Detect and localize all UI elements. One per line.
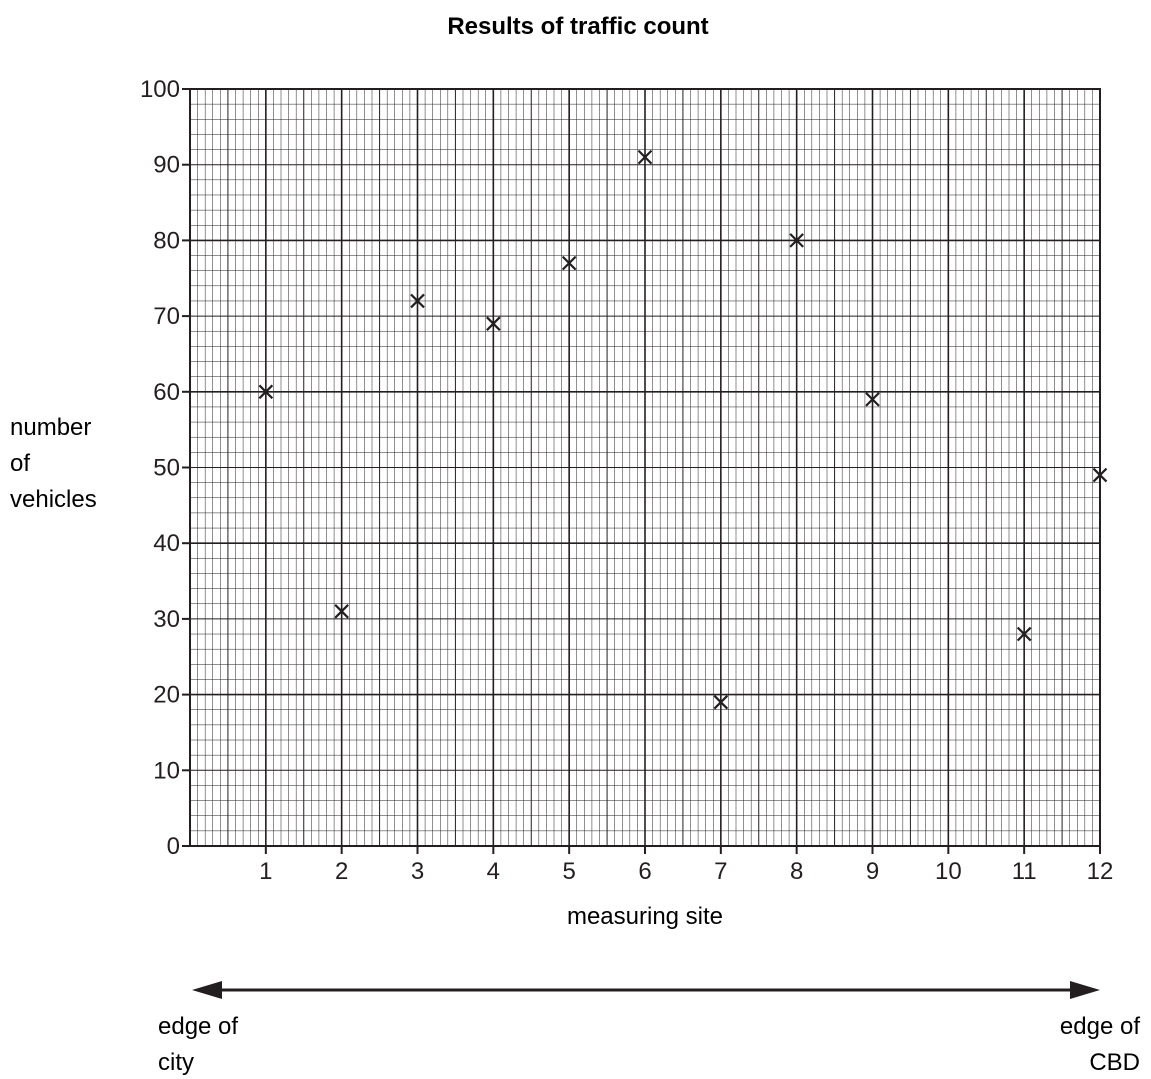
data-point bbox=[486, 316, 501, 331]
y-tick-label: 50 bbox=[153, 455, 180, 482]
marker-stroke bbox=[334, 604, 349, 619]
data-point bbox=[789, 233, 804, 248]
y-tick-label: 70 bbox=[153, 303, 180, 330]
marker-stroke bbox=[713, 694, 729, 710]
marker-stroke bbox=[410, 293, 425, 309]
marker-stroke bbox=[789, 233, 804, 248]
x-tick-label: 4 bbox=[487, 858, 500, 885]
y-tick-label: 10 bbox=[153, 757, 180, 784]
y-tick-label: 60 bbox=[153, 379, 180, 406]
data-point bbox=[258, 384, 274, 400]
x-tick-label: 8 bbox=[790, 858, 803, 885]
x-tick-label: 1 bbox=[259, 858, 272, 885]
arrow-right-label-line-1: edge of bbox=[1060, 1013, 1140, 1040]
x-tick-label: 11 bbox=[1012, 858, 1037, 885]
y-tick-label: 90 bbox=[153, 152, 180, 179]
marker-stroke bbox=[486, 316, 501, 331]
y-tick-label: 30 bbox=[153, 606, 180, 633]
plot-grid bbox=[189, 88, 1101, 847]
marker-stroke bbox=[1016, 626, 1032, 642]
y-axis-ticks: 0 10 20 30 40 50 60 70 80 90 100 bbox=[140, 76, 190, 860]
arrow-right-head bbox=[1070, 981, 1100, 999]
x-tick-label: 7 bbox=[714, 858, 727, 885]
data-point bbox=[334, 604, 349, 619]
x-tick-label: 5 bbox=[562, 858, 575, 885]
marker-stroke bbox=[637, 149, 653, 165]
arrow-right-label-line-2: CBD bbox=[1089, 1049, 1140, 1076]
data-point bbox=[1016, 626, 1032, 642]
x-axis-label: measuring site bbox=[567, 903, 723, 930]
arrow-left-label-line-1: edge of bbox=[158, 1013, 238, 1040]
data-point bbox=[410, 293, 425, 309]
marker-stroke bbox=[1092, 467, 1108, 483]
x-tick-label: 9 bbox=[866, 858, 879, 885]
x-tick-label: 6 bbox=[638, 858, 651, 885]
y-axis-label-line-1: number bbox=[10, 414, 91, 441]
x-axis-ticks: 1 2 3 4 5 6 7 8 9 10 11 12 bbox=[259, 846, 1113, 885]
marker-stroke bbox=[258, 384, 274, 400]
data-points bbox=[258, 149, 1108, 710]
marker-stroke bbox=[561, 255, 577, 271]
x-tick-label: 2 bbox=[335, 858, 348, 885]
data-point bbox=[713, 694, 729, 710]
direction-arrow bbox=[192, 981, 1100, 999]
y-tick-label: 80 bbox=[153, 227, 180, 254]
data-point bbox=[1092, 467, 1108, 483]
arrow-left-label-line-2: city bbox=[158, 1049, 194, 1076]
data-point bbox=[865, 392, 880, 407]
x-tick-label: 10 bbox=[935, 858, 962, 885]
arrow-left-head bbox=[192, 981, 222, 999]
x-tick-label: 12 bbox=[1087, 858, 1114, 885]
y-axis-label-line-2: of bbox=[10, 450, 30, 477]
y-tick-label: 40 bbox=[153, 530, 180, 557]
y-tick-label: 20 bbox=[153, 682, 180, 709]
marker-stroke bbox=[865, 392, 880, 407]
data-point bbox=[561, 255, 577, 271]
x-tick-label: 3 bbox=[411, 858, 424, 885]
chart-title: Results of traffic count bbox=[447, 13, 708, 40]
y-tick-label: 100 bbox=[140, 76, 180, 103]
y-tick-label: 0 bbox=[167, 833, 180, 860]
y-axis-label-line-3: vehicles bbox=[10, 486, 97, 513]
data-point bbox=[637, 149, 653, 165]
